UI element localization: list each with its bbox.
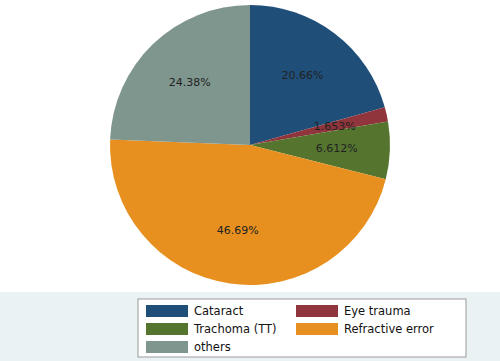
data-label: 46.69% — [217, 224, 259, 237]
background — [0, 0, 500, 361]
legend-item: Eye trauma — [296, 304, 411, 318]
legend-swatch — [146, 341, 188, 353]
legend-item: others — [146, 340, 231, 354]
legend-swatch — [146, 305, 188, 317]
data-label: 24.38% — [169, 76, 211, 89]
data-labels: 20.66% 1.653% 6.612% 46.69% 24.38% — [169, 69, 358, 237]
legend-swatch — [296, 305, 338, 317]
legend: Cataract Eye trauma Trachoma (TT) Refractiv… — [138, 299, 466, 357]
data-label: 1.653% — [314, 119, 356, 132]
legend-box — [138, 299, 466, 357]
legend-swatch — [146, 323, 188, 335]
legend-label: others — [194, 340, 231, 354]
legend-label: Refractive error — [344, 322, 434, 336]
chart: 20.66% 1.653% 6.612% 46.69% 24.38% Cataract Ey… — [0, 0, 500, 361]
pie-slice — [110, 140, 386, 285]
pie-slice — [110, 5, 250, 145]
legend-label: Trachoma (TT) — [193, 322, 276, 336]
legend-label: Eye trauma — [344, 304, 411, 318]
legend-item: Trachoma (TT) — [146, 322, 276, 336]
legend-swatch — [296, 323, 338, 335]
legend-band — [0, 292, 500, 361]
legend-label: Cataract — [194, 304, 244, 318]
data-label: 20.66% — [281, 69, 323, 82]
legend-item: Cataract — [146, 304, 244, 318]
pie — [110, 5, 390, 285]
legend-item: Refractive error — [296, 322, 434, 336]
data-label: 6.612% — [316, 142, 358, 155]
